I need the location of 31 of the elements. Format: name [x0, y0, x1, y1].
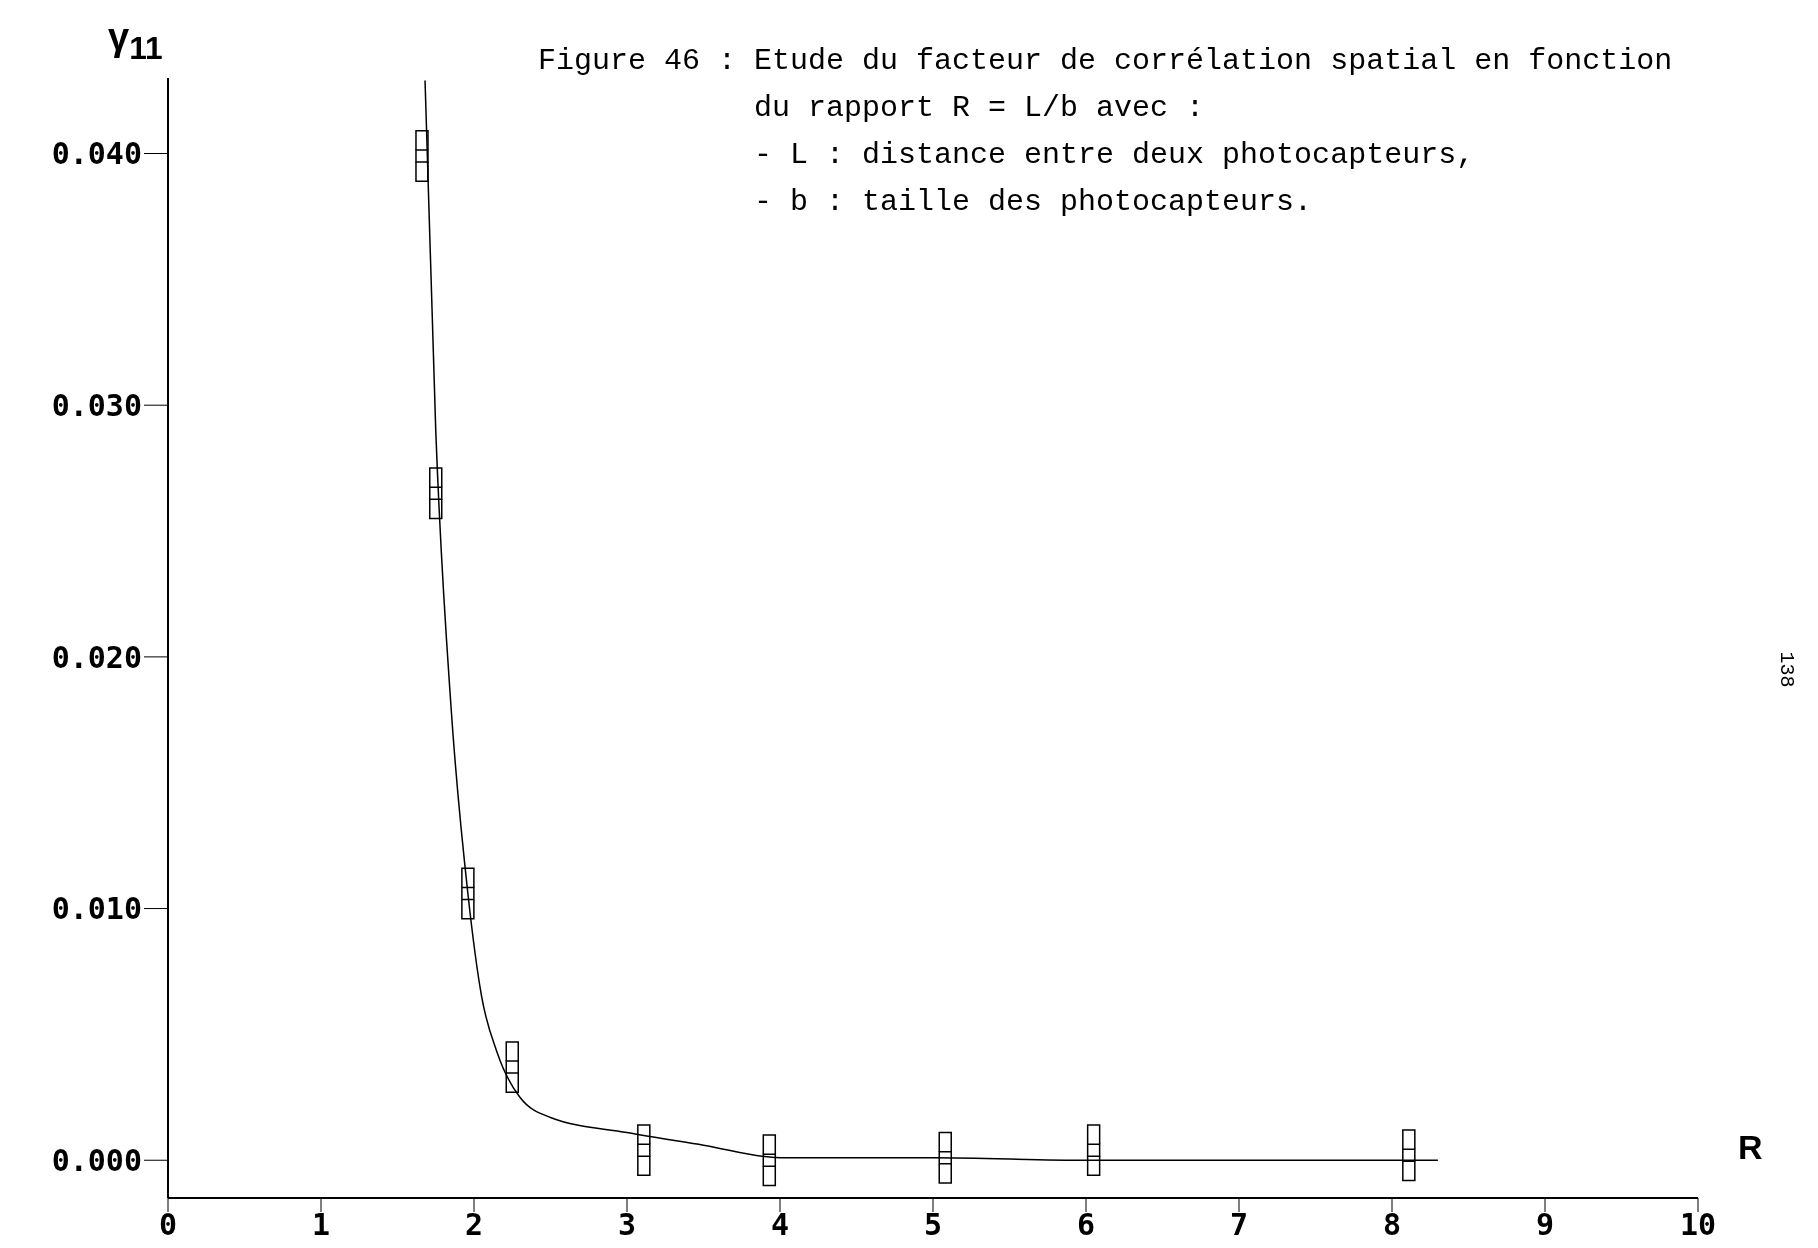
y-tick-label: 0.030: [51, 387, 142, 423]
point: [505, 1060, 519, 1074]
point: [1402, 1148, 1416, 1162]
x-tick-label: 1: [311, 1207, 331, 1243]
point: [1086, 1143, 1101, 1157]
y-tick-label: 0.000: [51, 1142, 142, 1178]
point: [637, 1143, 651, 1157]
y-tick-label: 0.010: [51, 891, 142, 927]
annotation: - L : distance entre deux photocapteurs,: [753, 137, 1476, 174]
x-tick-label: 10: [1679, 1207, 1717, 1243]
x-axis-title: R: [1738, 1128, 1763, 1167]
y-tick-label: 0.020: [51, 639, 142, 675]
x-tick-label: 3: [617, 1207, 637, 1243]
point: [429, 486, 443, 501]
point: [461, 886, 475, 901]
x-tick-label: 6: [1076, 1207, 1096, 1243]
x-tick-label: 8: [1382, 1207, 1402, 1243]
point: [415, 149, 429, 163]
annotation: - b : taille des photocapteurs.: [753, 184, 1314, 221]
x-tick-label: 9: [1535, 1207, 1555, 1243]
y-axis-title: γ$_{11}$: [108, 16, 163, 67]
x-tick-label: 7: [1229, 1207, 1249, 1243]
point: [938, 1150, 952, 1165]
point: [762, 1153, 777, 1167]
x-tick-label: 4: [770, 1207, 790, 1243]
chart-title: Figure 46 : Etude du facteur de corrélation spatial en fonction du rapport R = L/b avec :: [538, 43, 1674, 127]
x-tick-label: 0: [158, 1207, 178, 1243]
x-tick-label: 2: [464, 1207, 484, 1243]
text: 138: [1774, 651, 1798, 688]
y-tick-label: 0.040: [51, 136, 142, 172]
x-tick-label: 5: [923, 1207, 943, 1243]
